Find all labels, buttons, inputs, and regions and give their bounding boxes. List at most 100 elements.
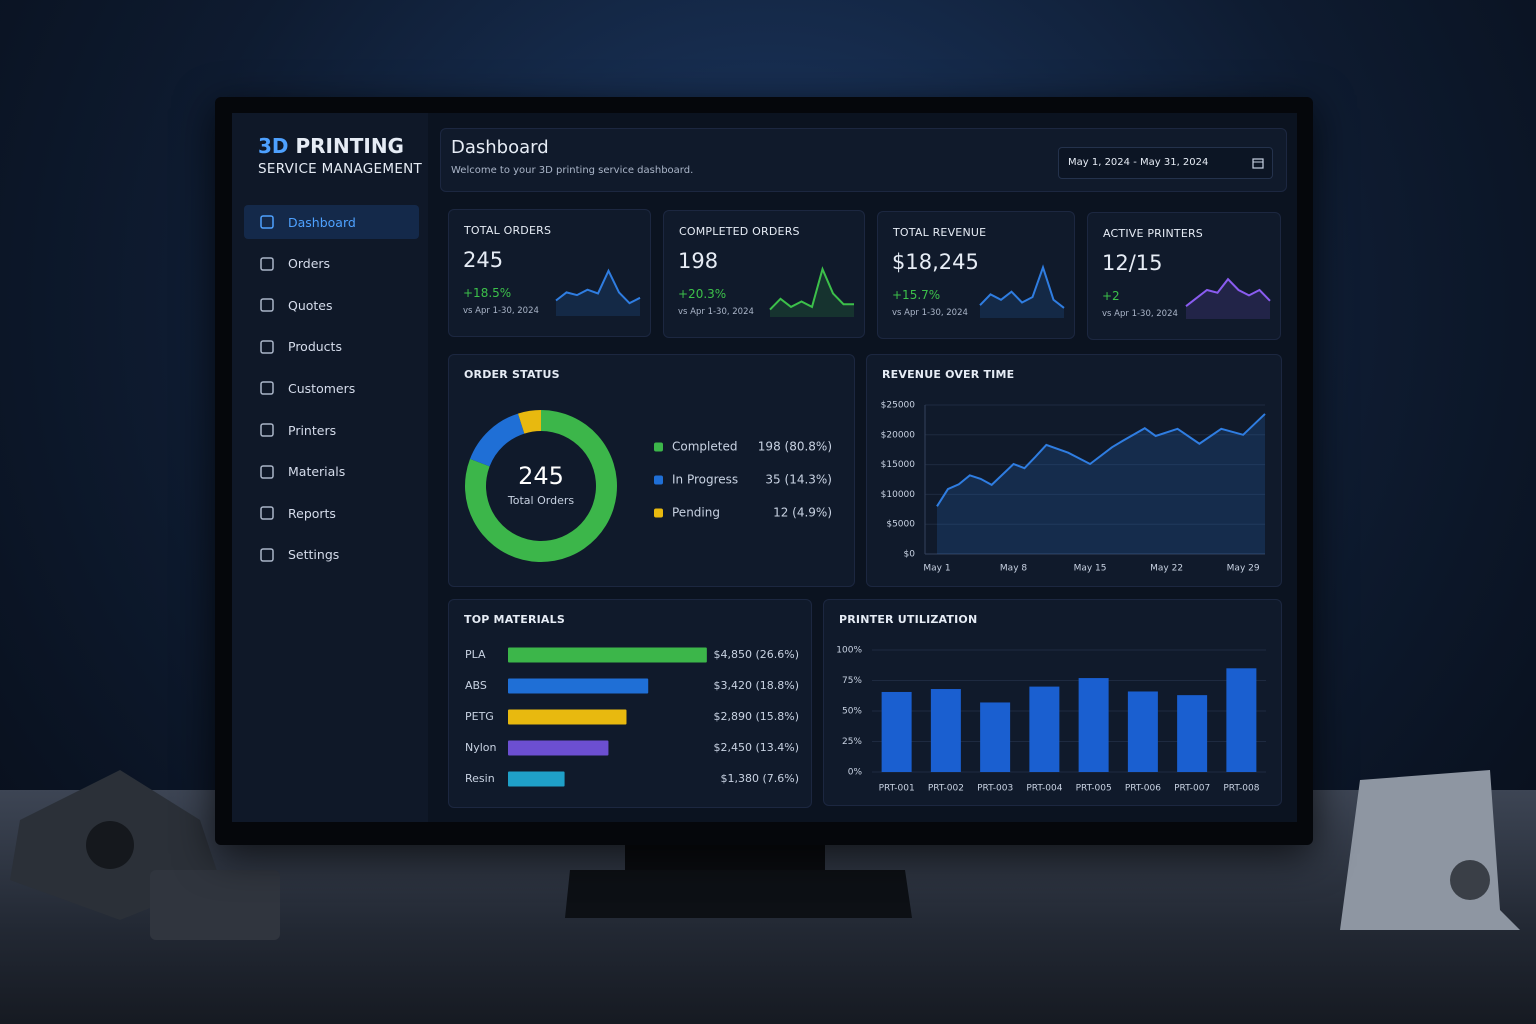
nav-icon [260, 215, 274, 229]
kpi-change: +15.7% [892, 288, 941, 302]
value-label: $2,890 (15.8%) [713, 710, 799, 723]
chart: 0% 25% 50% 75% 100% PRT-001 PRT-002 PRT-003 PRT-… [836, 646, 1266, 794]
y-tick-label: $15000 [881, 460, 916, 470]
sparkline [1185, 277, 1271, 319]
kpi-change: +2 [1102, 289, 1120, 303]
desk-objects [10, 770, 1520, 940]
value-label: $4,850 (26.6%) [713, 648, 799, 661]
x-tick-label: PRT-002 [928, 784, 964, 794]
nav-icon-shape [260, 256, 274, 271]
kpi-comparison: vs Apr 1-30, 2024 [678, 307, 754, 317]
kpi-label: COMPLETED ORDERS [679, 225, 800, 238]
nav-icon [260, 548, 274, 562]
y-tick-label: $25000 [881, 401, 916, 411]
nav-icon [260, 423, 274, 437]
sparkline-area [1186, 279, 1270, 319]
y-tick-label: 50% [842, 707, 862, 717]
kpi-card: TOTAL ORDERS 245 +18.5% vs Apr 1-30, 2024 [448, 209, 651, 337]
bar [508, 709, 627, 725]
bar [508, 740, 609, 756]
nav-label: Customers [288, 380, 356, 396]
chart-card: 0% 25% 50% 75% 100% PRT-001 PRT-002 PRT-003 PRT-… [823, 599, 1282, 806]
sparkline [979, 264, 1065, 318]
chart: PLA $4,850 (26.6%) ABS $3,420 (18.8%) PETG $2… [465, 647, 799, 787]
y-tick-label: 100% [836, 646, 862, 656]
sparkline-line [555, 268, 641, 305]
donut-slice [470, 413, 525, 467]
category-label: ABS [465, 679, 487, 692]
kpi-value: $18,245 [892, 250, 979, 274]
chart-title: ORDER STATUS [464, 368, 560, 381]
kpi-label: TOTAL ORDERS [464, 224, 552, 237]
nav-item[interactable]: Customers [244, 371, 419, 405]
x-tick-label: PRT-001 [879, 784, 915, 794]
x-tick-label: PRT-005 [1076, 784, 1112, 794]
brand-highlight: 3D [258, 134, 289, 158]
x-tick-label: May 29 [1227, 564, 1260, 574]
header: Dashboard Welcome to your 3D printing se… [440, 128, 1287, 192]
nav-label: Products [288, 339, 342, 355]
x-tick-label: May 8 [1000, 564, 1027, 574]
brand: 3D PRINTING [258, 134, 404, 158]
date-picker[interactable]: May 1, 2024 - May 31, 2024 [1058, 147, 1273, 179]
chart-title: REVENUE OVER TIME [882, 368, 1015, 381]
donut-center-label: Total Orders [507, 494, 574, 507]
nav-item[interactable]: Settings [244, 538, 419, 572]
nav-item[interactable]: Materials [244, 455, 419, 489]
kpi-comparison: vs Apr 1-30, 2024 [1102, 309, 1178, 319]
sparkline-area [980, 267, 1064, 318]
chart-title: TOP MATERIALS [464, 613, 565, 626]
nav-icon [260, 506, 274, 520]
legend-label: Pending [672, 506, 720, 520]
y-tick-label: $20000 [881, 430, 916, 440]
nav-item[interactable]: Reports [244, 496, 419, 530]
bar [980, 702, 1011, 772]
y-tick-label: 0% [848, 768, 863, 778]
nav-icon-shape [260, 506, 274, 520]
kpi-change: +18.5% [463, 286, 512, 300]
brand-subtitle: SERVICE MANAGEMENT [258, 161, 423, 177]
printed-part-hole [1450, 860, 1490, 900]
category-label: Nylon [465, 741, 497, 754]
nav-label: Quotes [288, 297, 333, 313]
nav-label: Materials [288, 464, 346, 480]
legend-label: Completed [672, 440, 737, 454]
chart: Completed 198 (80.8%) In Progress 35 (14.3%… [465, 410, 832, 562]
bar [508, 678, 649, 694]
nav-item[interactable]: Quotes [244, 288, 419, 322]
kpi-value: 245 [463, 248, 504, 272]
sparkline-area [556, 270, 640, 316]
kpi-card: COMPLETED ORDERS 198 +20.3% vs Apr 1-30, 20… [663, 210, 865, 338]
bar [1177, 695, 1208, 772]
y-tick-label: $5000 [886, 520, 915, 530]
nav-icon-shape [260, 464, 274, 479]
nav-label: Settings [288, 547, 340, 563]
nav-icon-shape [260, 215, 274, 229]
category-label: PETG [465, 710, 494, 723]
x-tick-label: May 15 [1074, 564, 1107, 574]
legend-swatch [654, 475, 663, 485]
kpi-comparison: vs Apr 1-30, 2024 [463, 306, 539, 316]
bar [930, 689, 961, 772]
revenue-area [937, 413, 1265, 554]
nav-icon [260, 298, 274, 312]
nav-item[interactable]: Products [244, 330, 419, 364]
legend-swatch [654, 508, 663, 518]
printed-part-hole [86, 821, 134, 869]
kpi-label: TOTAL REVENUE [893, 226, 987, 239]
kpi-value: 12/15 [1102, 251, 1163, 275]
nav-item[interactable]: Printers [244, 413, 419, 447]
category-label: PLA [465, 648, 486, 661]
nav-label: Printers [288, 422, 337, 438]
x-tick-label: May 22 [1150, 564, 1183, 574]
nav-item[interactable]: Dashboard [244, 205, 419, 239]
printed-part [1340, 770, 1520, 930]
kpi-card: TOTAL REVENUE $18,245 +15.7% vs Apr 1-30, 2… [877, 211, 1075, 339]
chart-title: PRINTER UTILIZATION [839, 613, 978, 626]
nav-icon-shape [260, 381, 274, 396]
nav-item[interactable]: Orders [244, 247, 419, 281]
bar [1127, 691, 1158, 772]
category-label: Resin [465, 772, 495, 785]
monitor-base [565, 870, 912, 918]
page-title: Dashboard [451, 137, 549, 158]
